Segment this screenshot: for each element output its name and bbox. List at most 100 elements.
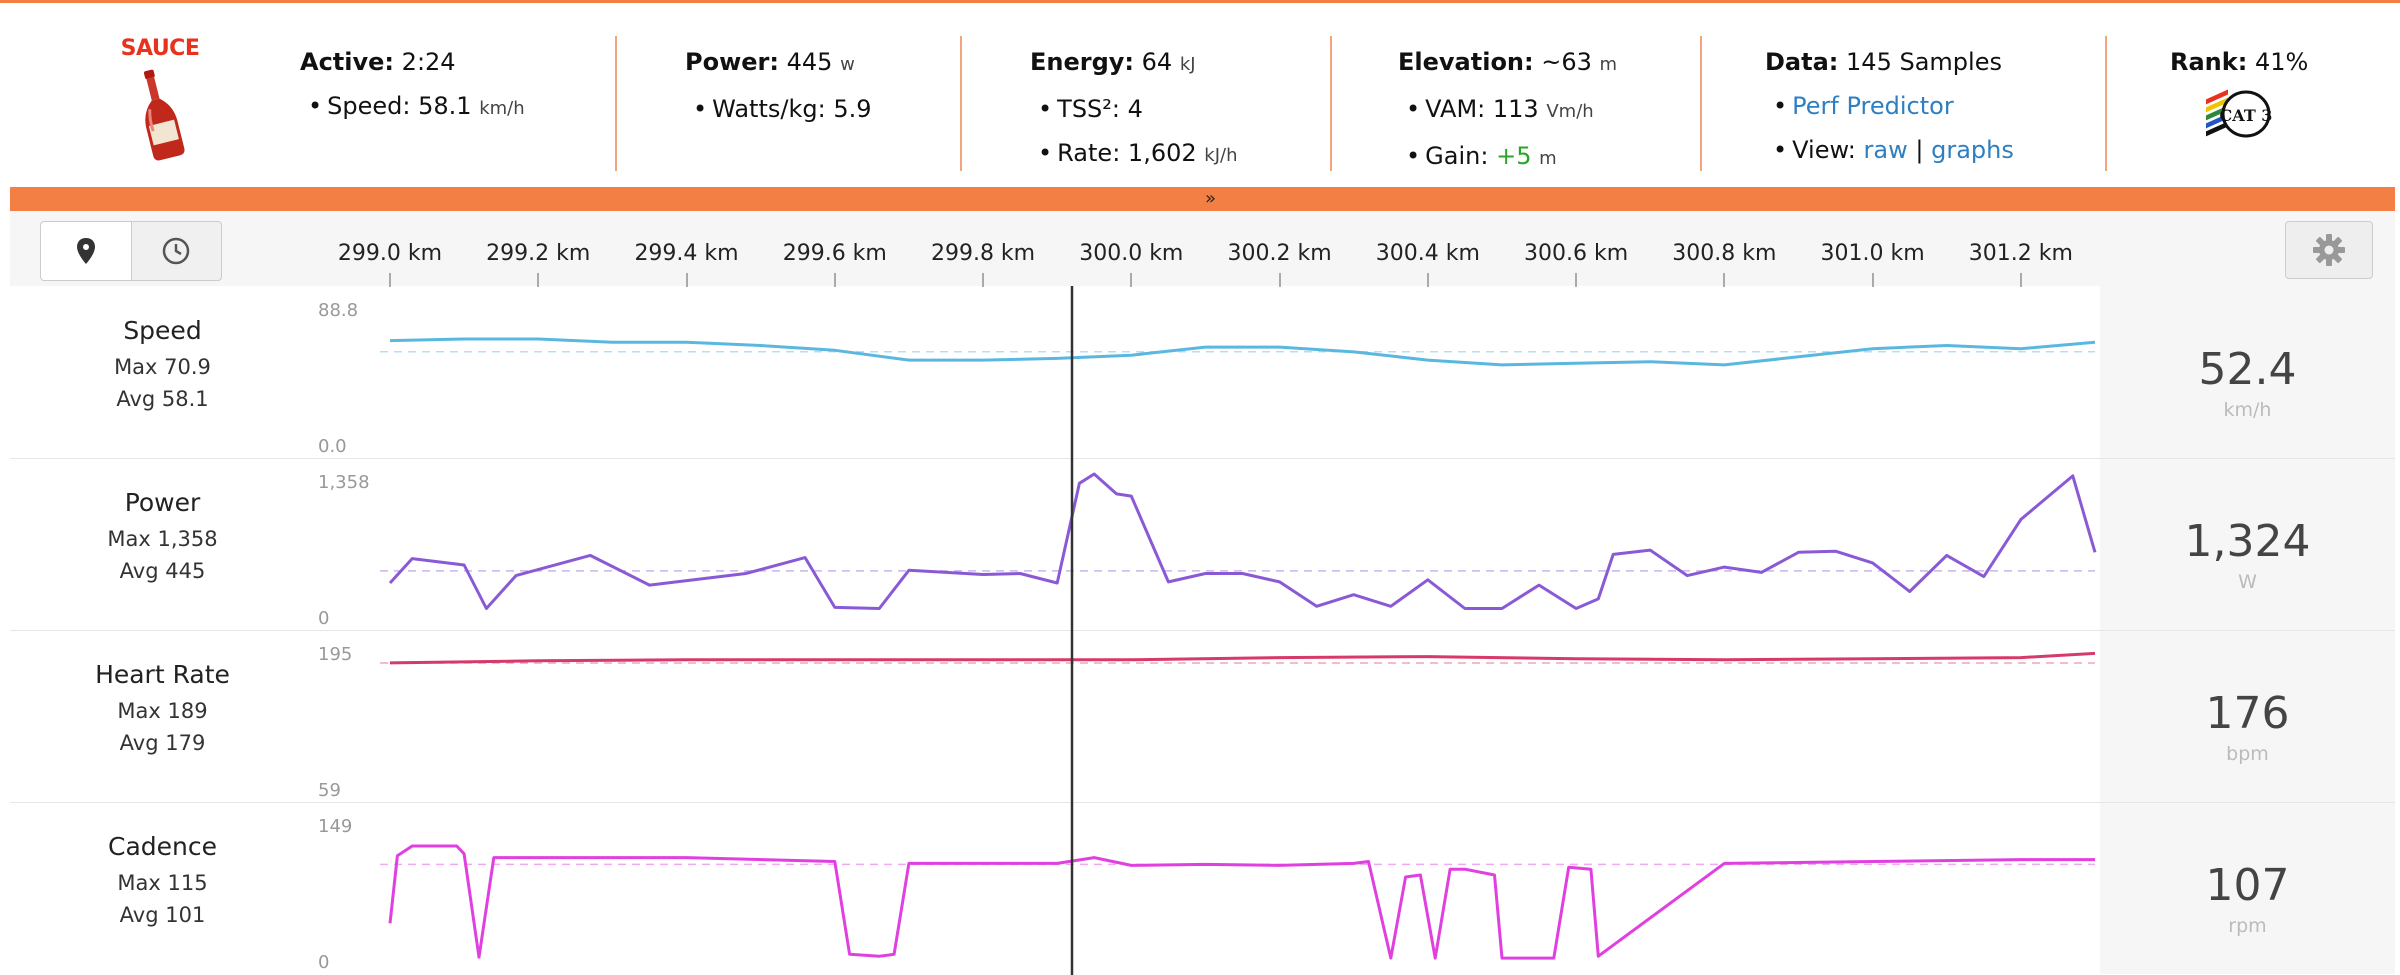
view-graphs-link[interactable]: graphs — [1931, 136, 2014, 164]
power-stat: Power: 445 w Watts/kg: 5.9 — [685, 40, 872, 131]
distance-tick-mark — [982, 273, 985, 287]
power-unit: w — [840, 54, 855, 75]
y-min-label: 59 — [318, 780, 341, 801]
series-line-speed — [389, 337, 2096, 367]
current-unit: bpm — [2226, 743, 2269, 765]
y-max-label: 195 — [318, 644, 352, 665]
data-stat: Data: 145 Samples Perf Predictor View: r… — [1765, 40, 2014, 172]
distance-tick-mark — [389, 273, 391, 287]
perf-predictor-link[interactable]: Perf Predictor — [1792, 92, 1954, 120]
series-line-power — [388, 472, 2097, 610]
cat3-badge-text: CAT 3 — [2220, 106, 2272, 125]
collapse-chevron-icon[interactable]: » — [1205, 188, 1217, 209]
stream-name: Cadence — [108, 832, 217, 861]
stream-avg: Avg 101 — [119, 903, 206, 927]
stream-label-cadence: Cadence Max 115 Avg 101 — [10, 832, 315, 927]
stream-avg: Avg 58.1 — [116, 387, 209, 411]
current-unit: rpm — [2228, 915, 2267, 937]
y-min-label: 0.0 — [318, 436, 347, 457]
sauce-logo: SAUCE — [100, 36, 220, 162]
distance-tick-label: 301.2 km — [1968, 241, 2073, 266]
distance-tick-mark — [1278, 273, 1281, 287]
distance-tick-label: 300.0 km — [1079, 241, 1184, 266]
current-value-power: 1,324 W — [2100, 458, 2395, 630]
distance-tick-mark — [537, 273, 540, 287]
rank-value: 41% — [2254, 48, 2309, 76]
vam-unit: Vm/h — [1546, 101, 1594, 122]
distance-tick-mark — [685, 273, 688, 287]
current-value: 1,324 — [2184, 516, 2311, 567]
speed-value: 58.1 — [418, 92, 472, 120]
stat-divider — [960, 36, 962, 171]
rank-stat: Rank: 41% CAT 3 — [2170, 40, 2308, 144]
stream-max: Max 189 — [117, 699, 208, 723]
stream-avg: Avg 445 — [119, 559, 206, 583]
rate-unit: kJ/h — [1204, 145, 1238, 166]
sauce-bottle-icon — [143, 69, 185, 161]
location-pin-icon — [76, 238, 95, 264]
x-axis-mode-toggle — [40, 221, 222, 281]
stat-divider — [2105, 36, 2107, 171]
y-max-label: 149 — [318, 816, 352, 837]
distance-tick-mark — [1723, 273, 1726, 287]
elevation-label: Elevation: — [1398, 48, 1534, 76]
stream-max: Max 70.9 — [114, 355, 211, 379]
current-unit: W — [2238, 571, 2257, 593]
energy-label: Energy: — [1030, 48, 1135, 76]
series-line-heart-rate — [389, 651, 2096, 665]
rank-label: Rank: — [2170, 48, 2248, 76]
y-max-label: 1,358 — [318, 472, 370, 493]
collapse-bar[interactable]: » — [10, 187, 2395, 211]
gain-value: +5 — [1496, 142, 1532, 170]
current-value-speed: 52.4 km/h — [2100, 286, 2395, 458]
speed-unit: km/h — [479, 98, 525, 119]
distance-tick-mark — [2019, 273, 2022, 287]
distance-mode-button[interactable] — [41, 222, 132, 280]
row-separator — [10, 630, 2395, 631]
view-raw-link[interactable]: raw — [1863, 136, 1908, 164]
vam-label: VAM: — [1425, 95, 1486, 123]
distance-tick-mark — [833, 273, 836, 287]
distance-tick-mark — [1130, 273, 1133, 287]
elevation-stat: Elevation: ~63 m VAM: 113 Vm/h Gain: +5 … — [1398, 40, 1617, 181]
cat3-badge-icon: CAT 3 — [2204, 89, 2272, 138]
gear-icon — [2313, 234, 2345, 266]
power-label: Power: — [685, 48, 779, 76]
distance-tick-label: 299.2 km — [486, 241, 591, 266]
energy-unit: kJ — [1179, 54, 1196, 75]
stat-divider — [1330, 36, 1332, 171]
rate-value: 1,602 — [1127, 139, 1197, 167]
stream-max: Max 1,358 — [107, 527, 218, 551]
active-label: Active: — [300, 48, 395, 76]
stream-avg: Avg 179 — [119, 731, 206, 755]
stats-header: SAUCE Active: 2:24 Speed: 58.1 km/h Powe… — [10, 14, 2395, 180]
stat-divider — [615, 36, 617, 171]
rate-label: Rate: — [1057, 139, 1121, 167]
clock-icon — [163, 237, 190, 265]
current-value-cadence: 107 rpm — [2100, 802, 2395, 974]
view-separator: | — [1915, 136, 1924, 164]
distance-tick-label: 300.6 km — [1524, 241, 1629, 266]
distance-tick-label: 299.8 km — [930, 241, 1036, 266]
settings-button[interactable] — [2285, 221, 2373, 279]
current-unit: km/h — [2223, 399, 2272, 421]
series-line-cadence — [388, 844, 2095, 960]
top-accent-line — [0, 0, 2400, 3]
gain-label: Gain: — [1425, 142, 1489, 170]
gain-unit: m — [1539, 148, 1557, 169]
elevation-unit: m — [1599, 54, 1618, 75]
stream-label-power: Power Max 1,358 Avg 445 — [10, 488, 315, 583]
power-value: 445 — [786, 48, 833, 76]
current-value-heart-rate: 176 bpm — [2100, 630, 2395, 802]
distance-tick-mark — [1575, 273, 1578, 287]
stream-name: Heart Rate — [95, 660, 230, 689]
time-mode-button[interactable] — [132, 222, 222, 280]
speed-label: Speed: — [327, 92, 411, 120]
tss-label: TSS²: — [1057, 95, 1120, 123]
wkg-value: 5.9 — [833, 95, 872, 123]
y-min-label: 0 — [318, 952, 329, 973]
distance-tick-label: 299.6 km — [782, 241, 887, 266]
y-max-label: 88.8 — [318, 300, 358, 321]
distance-tick-label: 300.8 km — [1672, 241, 1777, 266]
